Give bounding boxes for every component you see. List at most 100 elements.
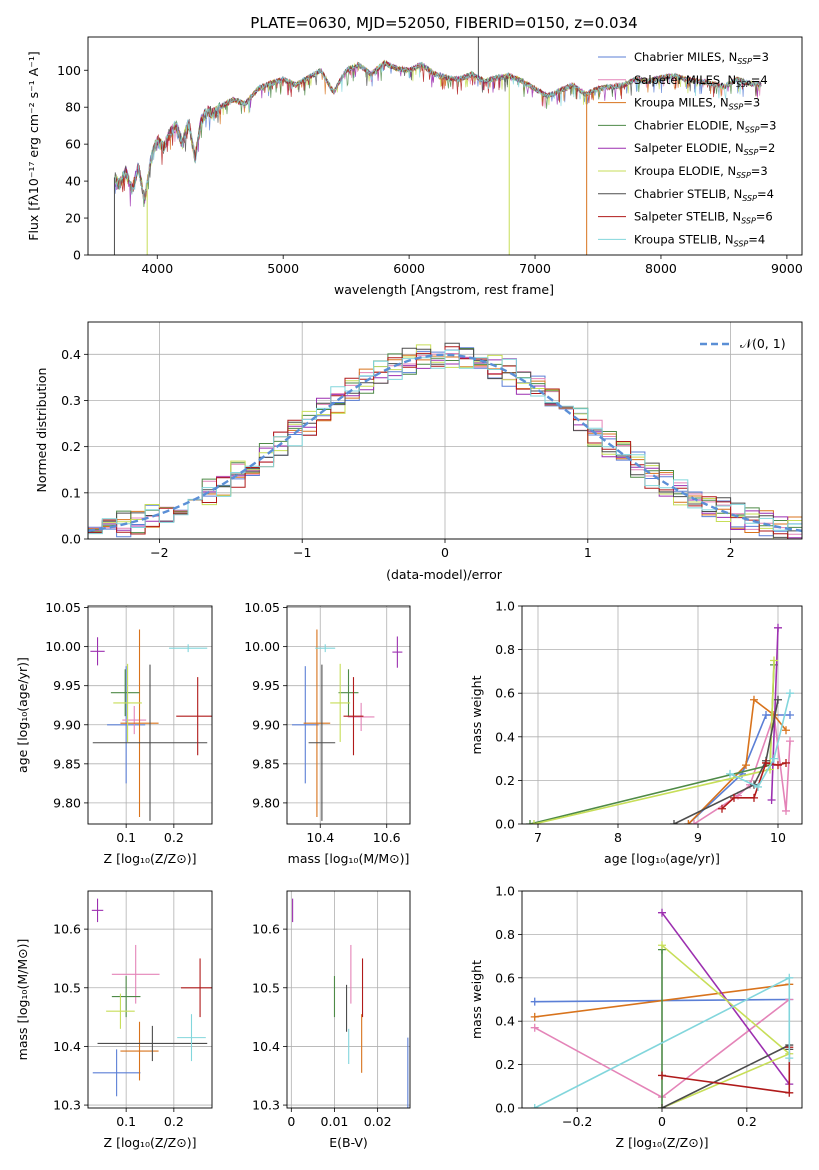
legend-label: Chabrier STELIB, N (634, 187, 742, 201)
legend-sub: SSP (742, 194, 757, 203)
y-tick-label: 0.4 (495, 1014, 515, 1029)
y-tick-label: 0.4 (61, 347, 81, 362)
age_vs_mass-panel: 10.4 10.6 9.80 9.85 9.90 9.95 10.00 10.05 mass [… (244, 600, 411, 866)
legend-sub: SSP (736, 80, 751, 89)
weight-marker (762, 758, 770, 767)
residuals-ylabel: Normed distribution (34, 368, 49, 493)
y-tick-label: 9.95 (53, 678, 81, 693)
weight-marker (526, 820, 534, 824)
y-tick-label: 0.0 (61, 532, 81, 547)
age_vs_Z-frame (87, 605, 213, 825)
gaussian-reference-curve (88, 353, 802, 533)
y-tick-label: 9.90 (53, 717, 81, 732)
y-tick-label: 9.95 (252, 678, 280, 693)
weight-marker (786, 711, 794, 719)
legend-tail: =3 (760, 118, 777, 132)
x-tick-label: 10.4 (306, 830, 334, 845)
weight-series (729, 693, 791, 788)
mass_vs_Z-points (91, 898, 212, 1097)
x-tick-label: −2 (150, 545, 168, 560)
weight-marker (785, 1088, 794, 1097)
mass_vs_Z-ylabel: mass [log₁₀(M/M⊙)] (15, 939, 30, 1061)
weight_vs_Z-xlabel: Z [log₁₀(Z/Z⊙)] (616, 1135, 709, 1150)
weight-series (529, 664, 775, 824)
y-tick-label: 0.2 (61, 439, 81, 454)
age_vs_Z-points (90, 629, 212, 821)
weight-marker (530, 1023, 539, 1032)
legend-tail: =4 (748, 232, 765, 246)
legend-sub: SSP (729, 103, 744, 112)
legend-sub: SSP (745, 125, 760, 134)
x-tick-label: 0 (287, 1114, 295, 1129)
legend-entry: Salpeter STELIB, NSSP=6 (634, 210, 773, 226)
weight-marker (530, 1104, 539, 1108)
y-tick-label: 9.80 (53, 795, 81, 810)
weight-marker (782, 726, 790, 735)
legend-label: Chabrier ELODIE, N (634, 118, 745, 132)
weight-marker (726, 769, 734, 778)
weight_vs_Z-lines (530, 908, 794, 1108)
weight-marker (718, 804, 726, 813)
residual-hists (88, 342, 802, 539)
legend-entry: 𝒩(0, 1) (740, 336, 786, 351)
y-tick-label: 100 (57, 63, 81, 78)
y-tick-label: 1.0 (495, 599, 515, 614)
weight_vs_age-panel: 7 8 9 10 0.0 0.2 0.4 0.6 0.8 1.0 age [log₁₀(age/yr… (469, 599, 803, 866)
legend-entry: Kroupa ELODIE, NSSP=3 (634, 164, 768, 180)
x-tick-label: 4000 (141, 261, 173, 276)
legend-sub: SSP (737, 57, 752, 66)
y-tick-label: 0.1 (61, 485, 81, 500)
weight-marker (658, 908, 666, 917)
weight-marker (770, 754, 778, 763)
histogram-series (88, 349, 802, 539)
legend-sub: SSP (744, 148, 759, 157)
weight-marker (767, 796, 776, 805)
weight-marker (742, 761, 750, 770)
legend-entry: Chabrier MILES, NSSP=3 (634, 50, 769, 66)
x-tick-label: 0.02 (364, 1114, 392, 1129)
legend-tail: =3 (743, 96, 760, 110)
spectrum-frame (87, 36, 803, 256)
weight-marker (786, 737, 794, 746)
x-tick-label: 8000 (645, 261, 677, 276)
legend-entry: Salpeter MILES, NSSP=4 (634, 73, 768, 89)
weight-marker (690, 820, 698, 824)
weight-marker (785, 973, 794, 982)
weight-marker (782, 758, 790, 767)
mass_vs_Z-frame (87, 890, 213, 1109)
x-tick-label: 0.2 (164, 830, 184, 845)
x-tick-label: −1 (293, 545, 311, 560)
x-tick-label: 10.6 (373, 830, 401, 845)
age_vs_mass-xlabel: mass [log₁₀(M/M⊙)] (288, 851, 410, 866)
y-tick-label: 10.05 (244, 600, 280, 615)
weight-series (673, 699, 779, 824)
y-tick-label: 10.4 (53, 1039, 81, 1054)
x-tick-label: 0.01 (321, 1114, 349, 1129)
spectrum-panel: 4000 5000 6000 7000 8000 9000 0 20 40 60 80 100 PLAT… (26, 14, 803, 297)
legend-sub: SSP (741, 217, 756, 226)
y-tick-label: 1.0 (495, 884, 515, 899)
weight-marker (774, 761, 782, 770)
weight_vs_Z-ylabel: mass weight (469, 960, 484, 1039)
y-tick-label: 0.8 (495, 642, 515, 657)
y-tick-label: 10.00 (45, 639, 81, 654)
mass_vs_ebv-xlabel: E(B-V) (329, 1135, 368, 1150)
legend-entry: Chabrier ELODIE, NSSP=3 (634, 118, 776, 134)
weight-marker (774, 623, 782, 632)
legend-tail: =4 (751, 73, 768, 87)
y-tick-label: 0.3 (61, 393, 81, 408)
x-tick-label: 9000 (771, 261, 803, 276)
x-tick-label: 9 (694, 830, 702, 845)
y-tick-label: 0.6 (495, 686, 515, 701)
weight-marker (785, 1054, 794, 1063)
legend-label: Kroupa STELIB, N (634, 232, 734, 246)
spectrum-series (114, 60, 762, 201)
weight-marker (530, 997, 539, 1006)
legend-entry: Kroupa MILES, NSSP=3 (634, 96, 760, 112)
y-tick-label: 9.85 (53, 756, 81, 771)
x-tick-label: 2 (727, 545, 735, 560)
legend-tail: =6 (756, 210, 773, 224)
mass_vs_Z-panel: 0.1 0.2 10.3 10.4 10.5 10.6 Z [log₁₀(Z/Z⊙)] mas… (15, 890, 213, 1150)
weight-marker (658, 1104, 666, 1108)
